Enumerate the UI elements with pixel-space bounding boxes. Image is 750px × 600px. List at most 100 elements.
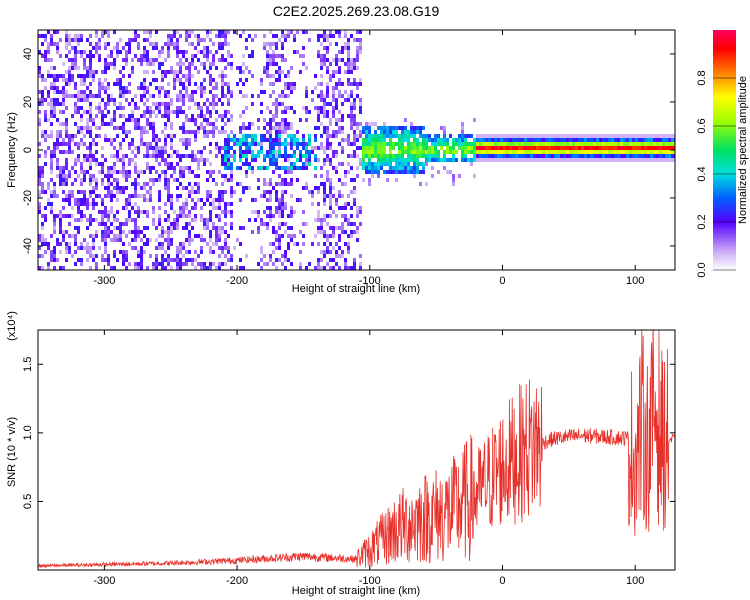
heatmap-cell xyxy=(329,190,332,194)
heatmap-cell xyxy=(278,94,281,98)
heatmap-cell xyxy=(65,174,68,178)
heatmap-cell xyxy=(92,174,95,178)
heatmap-cell xyxy=(530,138,533,142)
heatmap-cell xyxy=(227,118,230,122)
heatmap-cell xyxy=(68,250,71,254)
heatmap-cell xyxy=(194,82,197,86)
heatmap-cell xyxy=(140,210,143,214)
heatmap-cell xyxy=(479,150,482,154)
heatmap-cell xyxy=(488,142,491,146)
heatmap-cell xyxy=(332,166,335,170)
heatmap-cell xyxy=(269,182,272,186)
heatmap-cell xyxy=(68,170,71,174)
heatmap-cell xyxy=(53,226,56,230)
heatmap-cell xyxy=(242,154,245,158)
heatmap-cell xyxy=(293,134,296,138)
heatmap-cell xyxy=(305,166,308,170)
heatmap-cell xyxy=(122,230,125,234)
heatmap-cell xyxy=(194,174,197,178)
heatmap-cell xyxy=(623,150,626,154)
heatmap-cell xyxy=(341,150,344,154)
heatmap-cell xyxy=(404,166,407,170)
heatmap-cell xyxy=(128,230,131,234)
heatmap-cell xyxy=(77,130,80,134)
snr-x-ticks: -300 -200 -100 0 100 xyxy=(93,330,644,587)
heatmap-cell xyxy=(80,82,83,86)
heatmap-cell xyxy=(323,34,326,38)
heatmap-cell xyxy=(335,54,338,58)
heatmap-cell xyxy=(671,158,674,162)
heatmap-cell xyxy=(527,138,530,142)
heatmap-cell xyxy=(110,138,113,142)
heatmap-cell xyxy=(92,138,95,142)
heatmap-cell xyxy=(341,222,344,226)
heatmap-cell xyxy=(218,266,221,270)
heatmap-cell xyxy=(86,202,89,206)
heatmap-cell xyxy=(89,66,92,70)
heatmap-cell xyxy=(149,62,152,66)
heatmap-cell xyxy=(197,182,200,186)
heatmap-cell xyxy=(602,142,605,146)
heatmap-cell xyxy=(203,46,206,50)
heatmap-cell xyxy=(143,130,146,134)
heatmap-cell xyxy=(263,262,266,266)
heatmap-cell xyxy=(218,114,221,118)
heatmap-cell xyxy=(275,266,278,270)
heatmap-cell xyxy=(113,194,116,198)
heatmap-cell xyxy=(167,226,170,230)
heatmap-cell xyxy=(554,134,557,138)
heatmap-cell xyxy=(110,154,113,158)
heatmap-cell xyxy=(269,218,272,222)
heatmap-cell xyxy=(128,46,131,50)
heatmap-cell xyxy=(626,134,629,138)
heatmap-cell xyxy=(263,42,266,46)
heatmap-cell xyxy=(638,150,641,154)
heatmap-cell xyxy=(209,230,212,234)
heatmap-cell xyxy=(344,42,347,46)
heatmap-cell xyxy=(140,134,143,138)
heatmap-cell xyxy=(155,106,158,110)
heatmap-cell xyxy=(293,242,296,246)
heatmap-cell xyxy=(125,254,128,258)
heatmap-cell xyxy=(275,106,278,110)
heatmap-cell xyxy=(356,122,359,126)
heatmap-cell xyxy=(257,142,260,146)
heatmap-cell xyxy=(86,118,89,122)
heatmap-cell xyxy=(359,254,362,258)
heatmap-cell xyxy=(80,126,83,130)
heatmap-cell xyxy=(362,130,365,134)
heatmap-cell xyxy=(134,146,137,150)
heatmap-cell xyxy=(503,142,506,146)
heatmap-cell xyxy=(122,258,125,262)
heatmap-cell xyxy=(491,142,494,146)
heatmap-cell xyxy=(260,90,263,94)
heatmap-cell xyxy=(50,110,53,114)
heatmap-cell xyxy=(218,58,221,62)
heatmap-cell xyxy=(365,154,368,158)
heatmap-cell xyxy=(662,134,665,138)
heatmap-cell xyxy=(227,142,230,146)
heatmap-cell xyxy=(143,110,146,114)
heatmap-cell xyxy=(359,106,362,110)
heatmap-cell xyxy=(317,202,320,206)
heatmap-cell xyxy=(623,134,626,138)
heatmap-cell xyxy=(143,250,146,254)
heatmap-cell xyxy=(47,30,50,34)
heatmap-cell xyxy=(134,226,137,230)
heatmap-cell xyxy=(212,250,215,254)
heatmap-cell xyxy=(293,154,296,158)
heatmap-cell xyxy=(326,94,329,98)
heatmap-cell xyxy=(152,42,155,46)
heatmap-cell xyxy=(209,174,212,178)
heatmap-cell xyxy=(113,110,116,114)
heatmap-cell xyxy=(548,150,551,154)
heatmap-cell xyxy=(617,138,620,142)
heatmap-cell xyxy=(113,126,116,130)
heatmap-cell xyxy=(71,94,74,98)
heatmap-cell xyxy=(281,34,284,38)
heatmap-cell xyxy=(182,94,185,98)
heatmap-cell xyxy=(44,150,47,154)
heatmap-cell xyxy=(119,142,122,146)
heatmap-cell xyxy=(128,194,131,198)
heatmap-cell xyxy=(188,190,191,194)
